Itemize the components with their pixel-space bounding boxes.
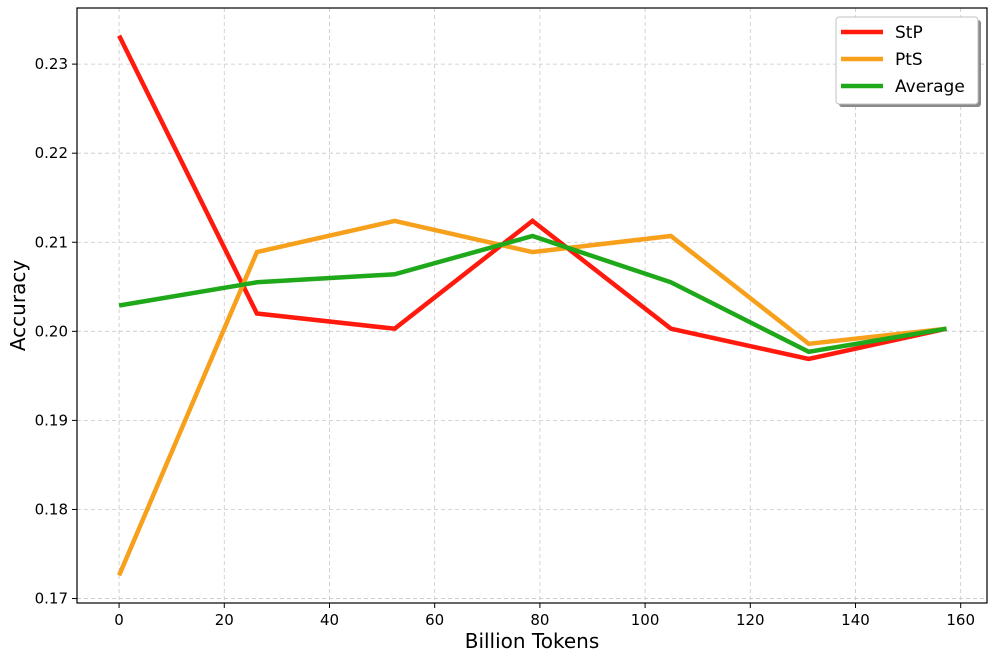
series-line-stp <box>117 34 947 362</box>
legend-label-average: Average <box>895 77 965 97</box>
y-tick-label: 0.23 <box>35 55 68 73</box>
legend-box <box>835 16 979 105</box>
legend: StP PtS Average <box>835 16 981 107</box>
series-line-average <box>118 233 947 355</box>
y-tick-label: 0.19 <box>35 411 68 429</box>
y-tick-label: 0.22 <box>35 144 68 162</box>
y-tick-label: 0.18 <box>35 500 68 518</box>
x-axis-label: Billion Tokens <box>465 629 600 653</box>
x-tick-label: 0 <box>114 611 124 629</box>
x-tick-label: 60 <box>425 611 444 629</box>
series-lines <box>117 34 947 577</box>
x-tick-label: 40 <box>320 611 339 629</box>
y-tick-label: 0.17 <box>35 590 68 608</box>
legend-label-stp: StP <box>895 23 923 43</box>
x-tick-label: 20 <box>215 611 234 629</box>
y-tick-label: 0.20 <box>35 322 68 340</box>
legend-label-pts: PtS <box>895 50 923 70</box>
x-tick-label: 140 <box>841 611 870 629</box>
y-axis-ticks: 0.17 0.18 0.19 0.20 0.21 0.22 0.23 <box>35 55 77 608</box>
x-tick-label: 100 <box>631 611 660 629</box>
x-axis-ticks: 0 20 40 60 80 100 120 140 160 <box>114 603 975 629</box>
x-tick-label: 80 <box>530 611 549 629</box>
y-tick-label: 0.21 <box>35 233 68 251</box>
grid-lines <box>77 8 987 603</box>
x-tick-label: 120 <box>736 611 765 629</box>
y-axis-label: Accuracy <box>6 260 30 351</box>
plot-frame <box>76 7 988 604</box>
series-line-pts <box>117 218 947 577</box>
x-tick-label: 160 <box>946 611 975 629</box>
